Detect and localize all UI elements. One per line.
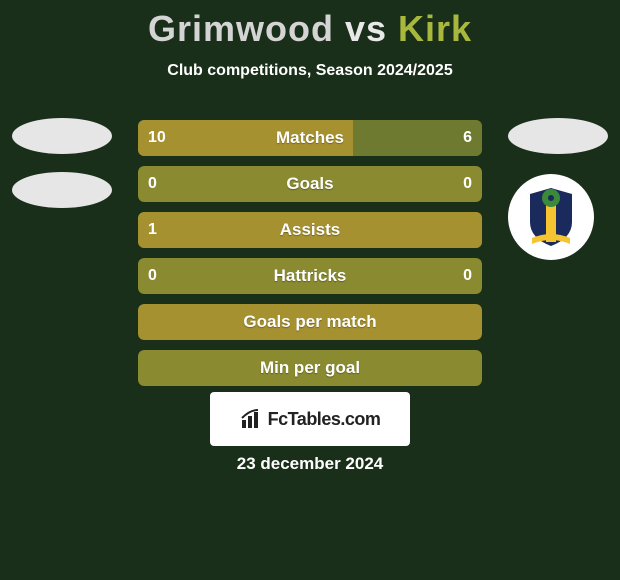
left-club-badges — [12, 118, 112, 226]
stat-label: Matches — [138, 120, 482, 156]
stat-row-min-per-goal: Min per goal — [138, 350, 482, 386]
stat-row-assists: 1Assists — [138, 212, 482, 248]
comparison-bars: 106Matches 00Goals 1Assists 00Hattricks Goal… — [138, 120, 482, 396]
subtitle: Club competitions, Season 2024/2025 — [0, 62, 620, 80]
chart-icon — [240, 408, 262, 430]
right-club-crest — [508, 174, 594, 260]
stat-row-matches: 106Matches — [138, 120, 482, 156]
stat-row-goals: 00Goals — [138, 166, 482, 202]
stat-label: Min per goal — [138, 350, 482, 386]
player1-name: Grimwood — [148, 8, 334, 49]
stat-label: Hattricks — [138, 258, 482, 294]
vs-text: vs — [345, 8, 387, 49]
fctables-watermark: FcTables.com — [210, 392, 410, 446]
crest-icon — [516, 182, 586, 252]
left-badge-2 — [12, 172, 112, 208]
stat-label: Goals per match — [138, 304, 482, 340]
stat-row-hattricks: 00Hattricks — [138, 258, 482, 294]
right-badge-ellipse — [508, 118, 608, 154]
player2-name: Kirk — [398, 8, 472, 49]
fctables-text: FcTables.com — [268, 409, 381, 430]
date-text: 23 december 2024 — [0, 454, 620, 474]
left-badge-1 — [12, 118, 112, 154]
comparison-title: Grimwood vs Kirk — [0, 0, 620, 50]
stat-row-goals-per-match: Goals per match — [138, 304, 482, 340]
right-club-badges — [508, 118, 608, 260]
stat-label: Assists — [138, 212, 482, 248]
stat-label: Goals — [138, 166, 482, 202]
